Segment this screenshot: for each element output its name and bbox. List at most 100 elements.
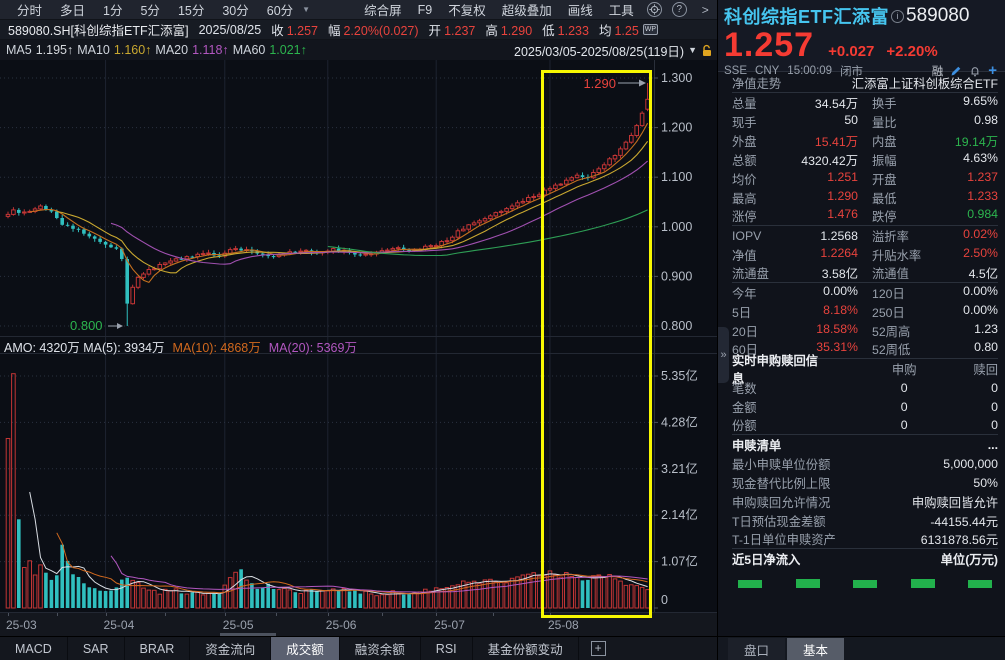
tool-button-5[interactable]: 画线 xyxy=(567,4,593,18)
quote-header: 科创综指ETF汇添富 i 589080 1.257 +0.027 +2.20% … xyxy=(718,0,1005,79)
add-indicator-icon[interactable]: + xyxy=(590,641,606,656)
period-button-4[interactable]: 5分 xyxy=(140,3,160,18)
bell-alert-icon[interactable] xyxy=(969,65,981,77)
stat-cell: 流通值 4.5亿 xyxy=(872,264,998,282)
ohlc-label: 高 xyxy=(485,24,498,38)
svg-text:0: 0 xyxy=(661,593,668,607)
date-range-caret-icon[interactable]: ▼ xyxy=(688,45,697,55)
tool-button-1[interactable]: 综合屏 xyxy=(364,4,402,18)
stats-row: 净值 1.2264 升贴水率 2.50% xyxy=(732,245,998,264)
pencil-edit-icon[interactable] xyxy=(950,65,962,77)
wp-monitor-icon[interactable]: WP xyxy=(642,24,659,35)
candlestick-volume-chart[interactable]: 1.300 1.200 1.100 1.000 0.900 0.800 5.35亿 4.28亿… xyxy=(0,60,717,612)
more-periods-caret-icon[interactable]: ▼ xyxy=(302,5,311,14)
stat-label: 金额 xyxy=(732,400,757,415)
time-axis[interactable]: 25-03 25-04 25-05 25-06 25-07 25-08 xyxy=(0,612,717,636)
period-button-3[interactable]: 1分 xyxy=(103,3,123,18)
info-icon[interactable]: i xyxy=(891,9,904,23)
indicator-tab-MACD[interactable]: MACD xyxy=(0,636,68,660)
ohlc-value: 1.25 xyxy=(614,24,639,38)
ohlc-value: 1.237 xyxy=(444,24,476,38)
tool-button-4[interactable]: 超级叠加 xyxy=(501,4,552,18)
ma-legend-item: MA5 1.195↑ xyxy=(6,43,73,57)
amo-legend-segment: MA(10): 4868万 xyxy=(172,341,261,355)
ohlc-value: 1.233 xyxy=(557,24,589,38)
panel-tab-基本[interactable]: 基本 xyxy=(787,638,845,660)
svg-text:1.07亿: 1.07亿 xyxy=(661,554,698,569)
stat-cell: 量比 0.98 xyxy=(872,113,998,131)
toolbar-expand-chevron-icon[interactable]: > xyxy=(701,2,709,17)
stat-value: 0 xyxy=(991,399,998,414)
stat-value: 1.2264 xyxy=(820,245,858,260)
stat-value: 0.984 xyxy=(967,207,998,221)
stat-label: 120日 xyxy=(872,286,905,301)
stat-value: 18.58% xyxy=(816,321,858,336)
stat-value: 1.290 xyxy=(827,188,858,203)
indicator-tab-基金份额变动[interactable]: 基金份额变动 xyxy=(473,636,579,660)
stat-cell: 最低 1.233 xyxy=(872,189,998,207)
time-axis-label: 25-06 xyxy=(325,618,357,632)
quote-date: 2025/08/25 xyxy=(198,22,262,37)
quote-info-bar: 589080.SH[科创综指ETF汇添富] 2025/08/25 收 1.257 幅… xyxy=(0,20,717,40)
stat-value: 汇添富上证科创板综合ETF xyxy=(851,77,998,91)
stats-row: 均价 1.251 开盘 1.237 xyxy=(732,169,998,188)
ma-legend-item: MA10 1.160↑ xyxy=(77,43,151,57)
period-button-5[interactable]: 15分 xyxy=(177,3,205,18)
stat-label: 均价 xyxy=(732,172,757,187)
stat-label: IOPV xyxy=(732,228,762,243)
period-button-2[interactable]: 多日 xyxy=(60,3,86,18)
stat-label: 开盘 xyxy=(872,172,897,187)
tool-button-6[interactable]: 工具 xyxy=(608,4,634,18)
collapse-panel-handle[interactable]: » xyxy=(718,327,729,383)
tool-button-3[interactable]: 不复权 xyxy=(448,4,486,18)
gear-icon[interactable] xyxy=(646,2,662,17)
indicator-tab-RSI[interactable]: RSI xyxy=(421,636,473,660)
stats-row: 份额 0 0 xyxy=(732,416,998,435)
date-range[interactable]: 2025/03/05-2025/08/25(119日) xyxy=(514,44,685,59)
tool-button-2[interactable]: F9 xyxy=(417,2,433,17)
stat-value: 0.00% xyxy=(823,283,858,298)
indicator-tab-资金流向[interactable]: 资金流向 xyxy=(190,636,272,660)
period-button-1[interactable]: 分时 xyxy=(17,3,43,18)
stat-cell: 内盘 19.14万 xyxy=(872,132,998,150)
stat-value: 0 xyxy=(900,380,908,395)
stat-cell: 开盘 1.237 xyxy=(872,170,998,188)
section-extra[interactable]: ... xyxy=(987,437,998,452)
svg-text:4.28亿: 4.28亿 xyxy=(661,414,698,429)
indicator-tab-BRAR[interactable]: BRAR xyxy=(125,636,191,660)
ma-legend-item: MA20 1.118↑ xyxy=(155,43,228,57)
ohlc-label: 收 xyxy=(271,24,284,38)
indicator-tab-SAR[interactable]: SAR xyxy=(68,636,125,660)
stat-label: 5日 xyxy=(732,305,752,320)
section-title: 实时申购赎回信息 xyxy=(732,353,819,386)
amo-legend: AMO: 4320万 MA(5): 3934万 MA(10): 4868万 MA(2… xyxy=(4,337,357,355)
scrollbar-thumb[interactable] xyxy=(220,633,276,636)
period-button-7[interactable]: 60分 xyxy=(266,3,294,18)
stat-label: 量比 xyxy=(872,115,897,130)
ma-legend-items: MA5 1.195↑ MA10 1.160↑ MA20 1.118↑ MA60 1.021↑ xyxy=(6,43,311,57)
stat-label: 份额 xyxy=(732,419,757,433)
help-icon[interactable]: ? xyxy=(671,2,687,17)
period-buttons: 分时 多日 1分 5分 15分 30分 60分 xyxy=(8,0,302,19)
stat-label: 现手 xyxy=(732,115,757,130)
chart-area[interactable]: 1.300 1.200 1.100 1.000 0.900 0.800 5.35亿 4.28亿… xyxy=(0,60,717,660)
unlock-icon[interactable] xyxy=(701,44,713,57)
stat-value: 6131878.56元 xyxy=(920,533,998,547)
stat-label: 溢折率 xyxy=(872,229,909,244)
add-to-watchlist-icon[interactable]: + xyxy=(988,62,997,79)
margin-flag: 融 xyxy=(931,65,944,78)
period-button-6[interactable]: 30分 xyxy=(222,3,249,18)
indicator-tab-成交额[interactable]: 成交额 xyxy=(271,636,340,660)
stats-row: 最小申赎单位份额 5,000,000 xyxy=(732,454,998,473)
stat-cell: 5日 8.18% xyxy=(732,303,858,321)
stat-label: 20日 xyxy=(732,324,758,339)
stat-cell: 换手 9.65% xyxy=(872,94,998,112)
indicator-tab-融资余额[interactable]: 融资余额 xyxy=(340,636,421,660)
panel-tab-盘口[interactable]: 盘口 xyxy=(728,638,786,660)
ohlc-fields: 收 1.257 幅 2.20%(0.027) 开 1.237 高 1.290 低 1.233 均 1.… xyxy=(261,20,639,39)
ohlc-label: 开 xyxy=(428,24,442,38)
net-inflow-bar xyxy=(738,580,762,588)
stat-label: T日预估现金差额 xyxy=(732,514,826,529)
ma-value: 1.021↑ xyxy=(269,43,307,57)
stat-value: 50 xyxy=(844,112,858,127)
